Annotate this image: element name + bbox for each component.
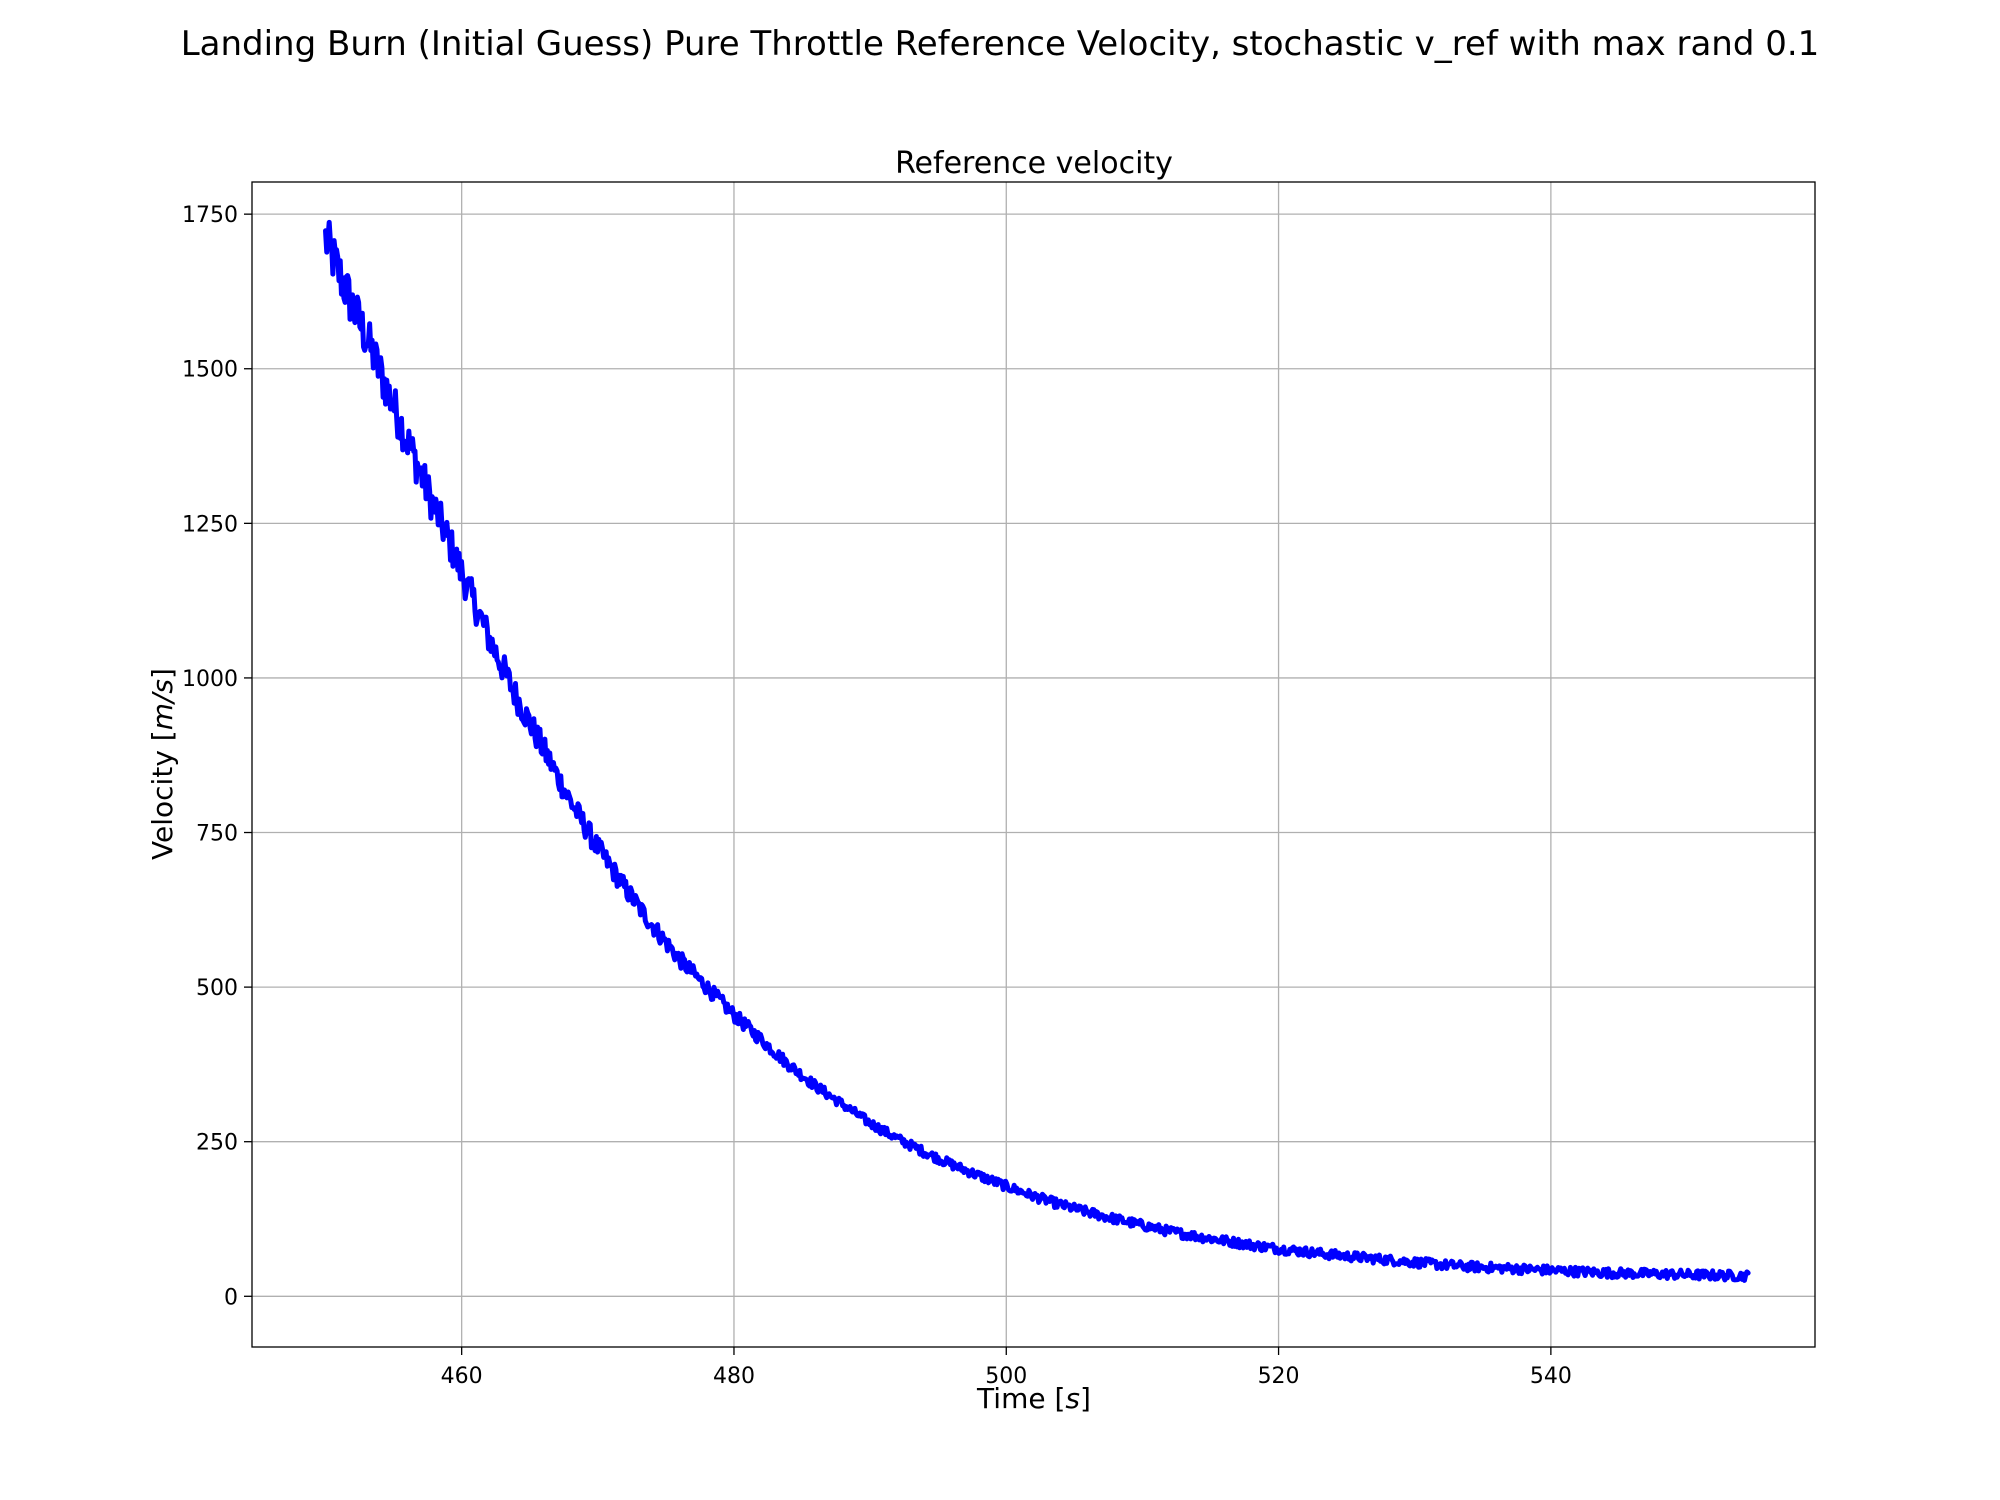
- x-tick-label: 540: [1530, 1364, 1572, 1389]
- y-axis-label: Velocity [m/s]: [146, 668, 179, 860]
- x-axis-label: Time [s]: [976, 1382, 1091, 1415]
- y-tick-label: 750: [196, 822, 238, 847]
- x-tick-label: 460: [441, 1364, 483, 1389]
- ticks-layer: 460 480 500 520 540 0 250 500 750 1000 1250 1500 175…: [182, 203, 1572, 1389]
- plot-frame: [251, 181, 1816, 1348]
- series-line-velocity: [323, 219, 1751, 1283]
- figure-suptitle: Landing Burn (Initial Guess) Pure Thrott…: [181, 24, 1820, 64]
- y-tick-label: 250: [196, 1131, 238, 1156]
- y-tick-label: 500: [196, 976, 238, 1001]
- y-tick-label: 1500: [182, 358, 238, 383]
- y-tick-label: 1250: [182, 512, 238, 537]
- y-tick-label: 1750: [182, 203, 238, 228]
- x-tick-label: 520: [1258, 1364, 1300, 1389]
- axes-title: Reference velocity: [895, 146, 1173, 181]
- series-layer: [323, 219, 1751, 1283]
- grid-layer: [252, 182, 1815, 1347]
- x-tick-label: 500: [985, 1364, 1027, 1389]
- y-tick-label: 0: [224, 1285, 238, 1310]
- y-tick-label: 1000: [182, 667, 238, 692]
- x-tick-label: 480: [713, 1364, 755, 1389]
